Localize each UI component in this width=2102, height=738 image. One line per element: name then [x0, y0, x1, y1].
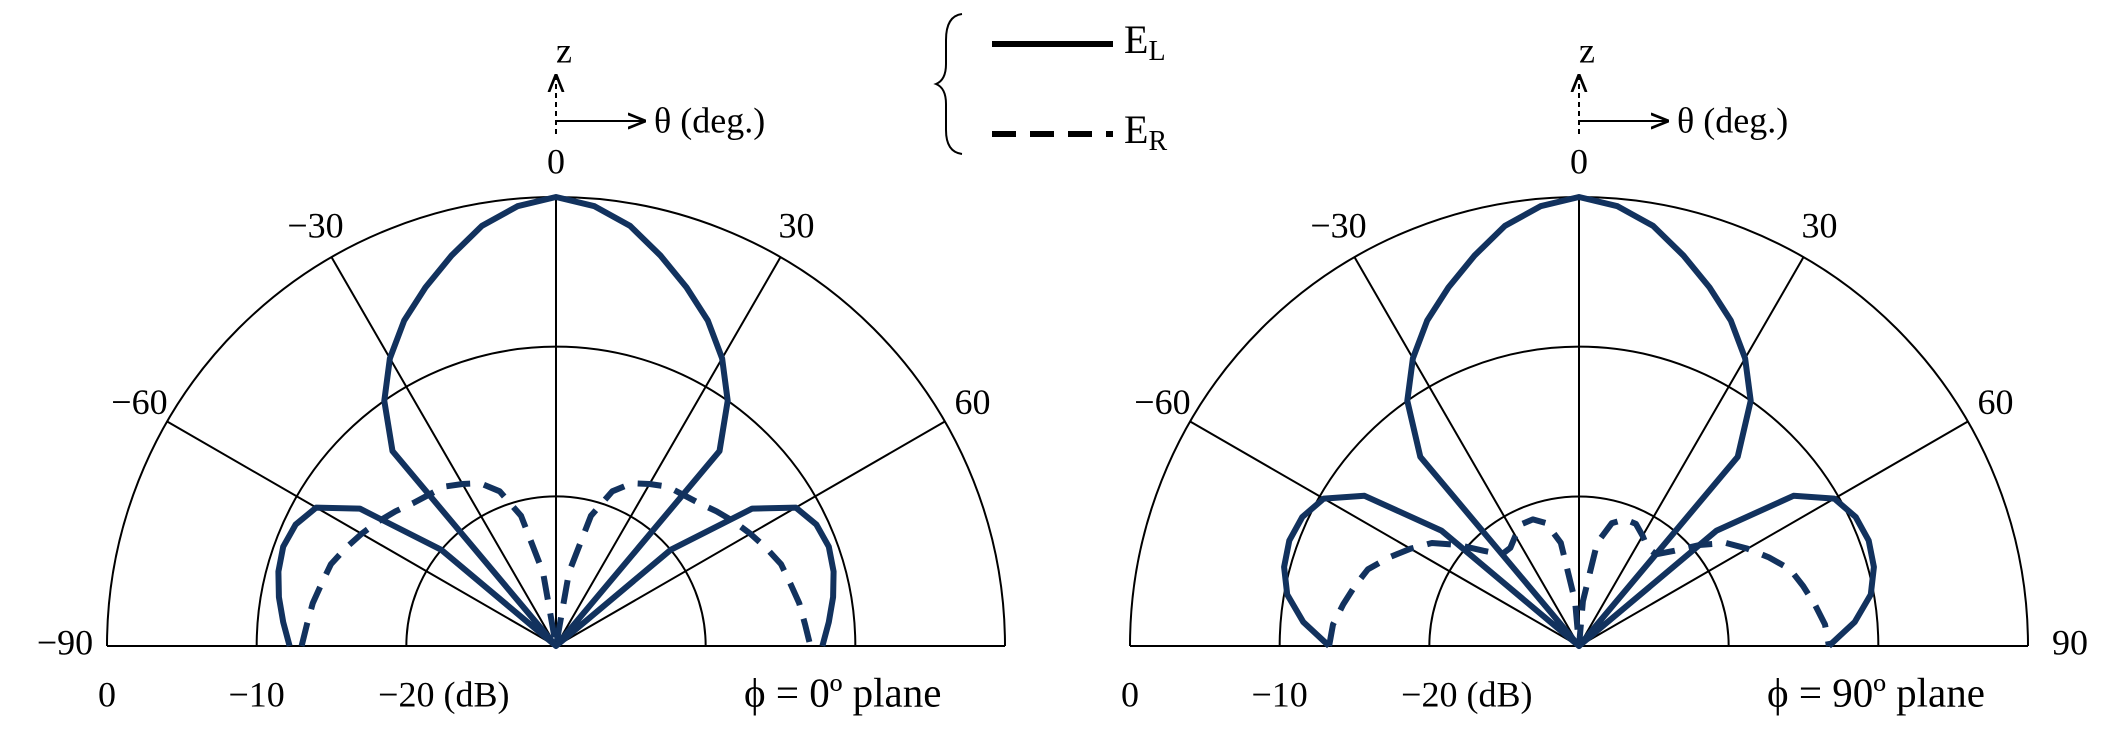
theta-tick-label: 60: [1978, 382, 2014, 422]
z-label: z: [556, 30, 572, 70]
pattern-curve: [298, 480, 814, 649]
spoke: [330, 256, 557, 647]
pattern-curve: [1281, 194, 1877, 649]
r-tick-label: −20 (dB): [378, 674, 509, 714]
theta-label: θ (deg.): [1677, 100, 1788, 140]
theta-tick-label: −60: [111, 382, 167, 422]
theta-tick-label: −30: [287, 206, 343, 246]
spoke: [1353, 256, 1580, 647]
z-label: z: [1579, 30, 1595, 70]
pattern-curve: [275, 194, 837, 649]
spoke: [1189, 420, 1580, 647]
plane-label: ϕ = 90º plane: [1767, 669, 1985, 715]
legend-label: ER: [1124, 107, 1167, 157]
spoke: [1578, 256, 1805, 647]
theta-tick-label: 90: [2052, 622, 2088, 662]
theta-tick-label: 0: [547, 141, 565, 181]
legend: EL ER: [992, 17, 1167, 157]
theta-tick-label: −90: [37, 622, 93, 662]
r-tick-label: −20 (dB): [1401, 674, 1532, 714]
theta-label: θ (deg.): [654, 100, 765, 140]
theta-tick-label: −30: [1310, 206, 1366, 246]
r-tick-label: 0: [1121, 674, 1139, 714]
legend-brace: [933, 13, 963, 155]
spoke: [1578, 420, 1969, 647]
r-tick-label: 0: [98, 674, 116, 714]
theta-tick-label: 0: [1570, 141, 1588, 181]
pattern-curve: [1326, 516, 1832, 649]
theta-tick-label: −60: [1134, 382, 1190, 422]
theta-tick-label: 30: [1802, 206, 1838, 246]
theta-tick-label: 60: [955, 382, 991, 422]
spoke: [555, 256, 782, 647]
plane-label: ϕ = 0º plane: [744, 669, 941, 715]
legend-label: EL: [1124, 17, 1166, 67]
theta-tick-label: 30: [779, 206, 815, 246]
r-tick-label: −10: [229, 674, 285, 714]
r-tick-label: −10: [1252, 674, 1308, 714]
